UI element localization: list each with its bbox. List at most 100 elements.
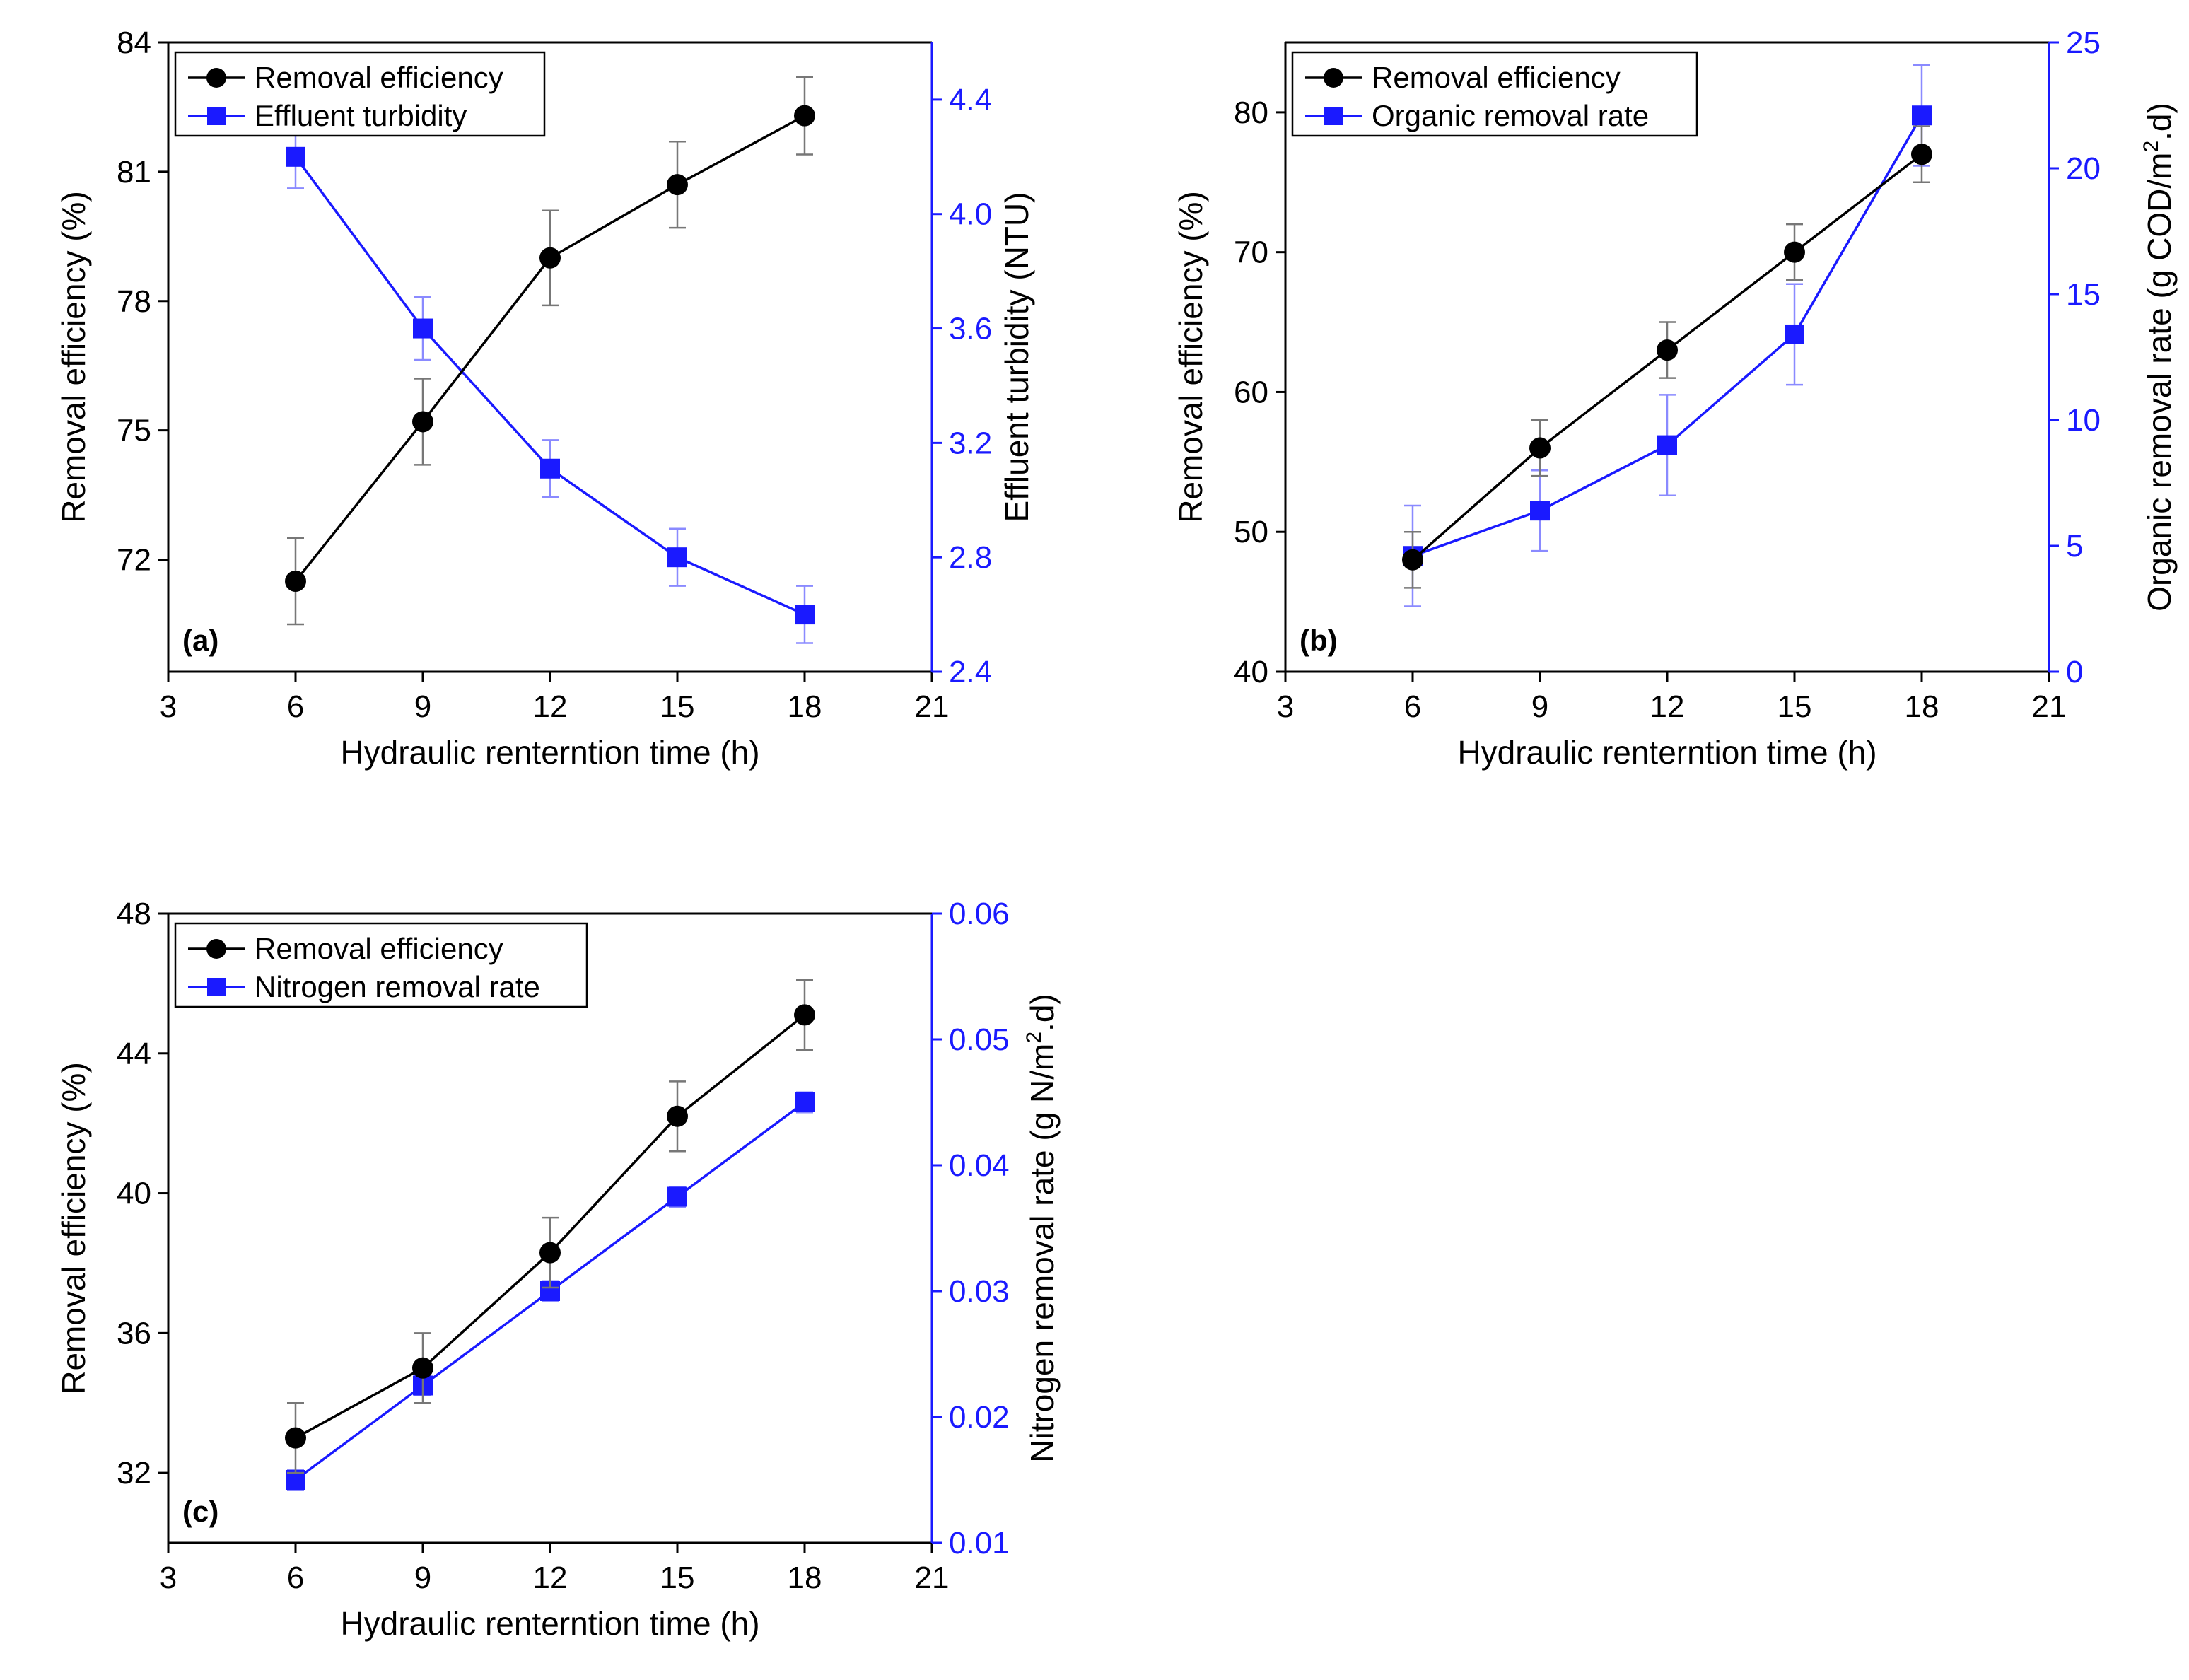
x-tick-label: 9 (1531, 689, 1548, 724)
x-axis-label: Hydraulic renterntion time (h) (340, 734, 759, 771)
x-tick-label: 12 (533, 1561, 568, 1595)
legend-label: Removal efficiency (1372, 61, 1621, 94)
y-right-tick-label: 5 (2066, 529, 2083, 564)
y-left-tick-label: 72 (117, 543, 151, 578)
data-point-circle (1657, 339, 1678, 361)
data-point-circle (794, 1004, 815, 1026)
y-left-tick-label: 60 (1234, 375, 1268, 409)
x-tick-label: 3 (1277, 689, 1294, 724)
data-point-circle (1529, 437, 1551, 459)
x-axis-label: Hydraulic renterntion time (h) (340, 1605, 759, 1642)
y-right-tick-label: 10 (2066, 403, 2101, 438)
data-point-circle (412, 1357, 433, 1379)
panel-label: (c) (182, 1495, 218, 1528)
x-tick-label: 9 (414, 1561, 431, 1595)
y-right-tick-label: 3.2 (949, 426, 992, 460)
y-left-tick-label: 75 (117, 414, 151, 448)
x-axis-label: Hydraulic renterntion time (h) (1457, 734, 1876, 771)
data-point-square (1912, 105, 1932, 126)
y-right-label-tail: .d) (1024, 993, 1061, 1032)
panel-label: (a) (182, 624, 218, 657)
x-tick-label: 6 (287, 689, 304, 724)
y-right-label-sup: 2 (1022, 1032, 1046, 1044)
y-left-tick-label: 40 (117, 1177, 151, 1211)
y-right-tick-label: 0.05 (949, 1022, 1010, 1057)
data-point-circle (539, 1242, 561, 1264)
data-point-circle (1911, 144, 1932, 165)
y-right-tick-label: 0 (2066, 655, 2083, 689)
x-tick-label: 9 (414, 689, 431, 724)
data-point-circle (285, 570, 306, 592)
y-right-axis-label: Nitrogen removal rate (g N/m2.d) (1022, 993, 1061, 1462)
data-point-square (795, 605, 815, 625)
y-left-tick-label: 81 (117, 155, 151, 189)
y-left-tick-label: 44 (117, 1037, 151, 1071)
panel-c: 3 6 9 12 15 18 2132364044480.010.020.030.040.0… (55, 897, 1061, 1642)
data-point-circle (1784, 241, 1805, 263)
legend-box (174, 922, 588, 1008)
x-tick-label: 15 (660, 1561, 695, 1595)
y-left-tick-label: 50 (1234, 515, 1268, 549)
data-point-square (413, 318, 433, 339)
data-point-circle (667, 174, 688, 196)
y-right-label-tail: .d) (2141, 103, 2178, 141)
x-tick-label: 18 (1905, 689, 1939, 724)
y-right-tick-label: 0.03 (949, 1274, 1010, 1309)
y-left-tick-label: 32 (117, 1456, 151, 1491)
y-right-tick-label: 20 (2066, 151, 2101, 186)
data-point-square (667, 1186, 687, 1207)
data-point-square (1785, 324, 1804, 344)
y-right-tick-label: 2.8 (949, 540, 992, 575)
y-right-tick-label: 4.0 (949, 197, 992, 232)
y-left-axis-label: Removal efficiency (%) (55, 191, 92, 523)
x-tick-label: 12 (1650, 689, 1685, 724)
data-point-square (540, 458, 560, 479)
y-right-tick-label: 25 (2066, 25, 2101, 60)
y-left-tick-label: 36 (117, 1316, 151, 1351)
data-point-circle (539, 247, 561, 269)
y-right-tick-label: 3.6 (949, 312, 992, 346)
x-tick-label: 3 (160, 1561, 177, 1595)
legend-box (1291, 51, 1698, 137)
y-right-tick-label: 0.02 (949, 1400, 1010, 1435)
data-point-square (667, 547, 687, 568)
legend-label: Effluent turbidity (255, 99, 467, 132)
x-tick-label: 6 (1404, 689, 1421, 724)
y-right-tick-label: 2.4 (949, 655, 992, 689)
data-point-circle (667, 1105, 688, 1127)
y-left-tick-label: 70 (1234, 235, 1268, 270)
legend-marker-circle (1324, 68, 1343, 88)
series-line-removal-efficiency (294, 115, 805, 583)
y-right-axis-label: Effluent turbidity (NTU) (998, 192, 1035, 523)
legend-marker-circle (206, 68, 226, 88)
y-right-tick-label: 0.01 (949, 1526, 1010, 1561)
y-left-axis-label: Removal efficiency (%) (1172, 191, 1209, 523)
legend-marker-square (207, 107, 226, 125)
y-right-tick-label: 0.04 (949, 1148, 1010, 1183)
panel-b: 3 6 9 12 15 18 21 40 50 60 70 80 0 5 10 15 20 25 Hydraulic… (1172, 25, 2178, 771)
data-point-square (286, 146, 305, 167)
y-right-label-text: Nitrogen removal rate (g N/m (1024, 1044, 1061, 1463)
panel-a: 3 6 9 12 15 18 21 72 75 78 81 84 2.4 2.8 3.2 3.6 4.0 4.4 H… (55, 25, 1035, 771)
x-tick-label: 18 (788, 689, 822, 724)
y-right-tick-label: 4.4 (949, 83, 992, 117)
data-point-square (1657, 435, 1677, 455)
y-right-label-text: Organic removal rate (g COD/m (2141, 153, 2178, 612)
x-tick-label: 3 (160, 689, 177, 724)
y-right-label-sup: 2 (2140, 141, 2163, 153)
data-point-circle (285, 1427, 306, 1449)
x-tick-label: 15 (1778, 689, 1812, 724)
y-right-tick-label: 0.06 (949, 897, 1010, 931)
legend-marker-circle (206, 939, 226, 959)
x-tick-label: 15 (660, 689, 695, 724)
y-left-tick-label: 48 (117, 897, 151, 931)
legend-label: Removal efficiency (255, 61, 503, 94)
y-left-tick-label: 80 (1234, 95, 1268, 130)
y-right-label-text: Effluent turbidity (NTU) (998, 192, 1035, 523)
y-right-tick-label: 15 (2066, 277, 2101, 312)
data-point-circle (412, 411, 433, 433)
y-right-axis-label: Organic removal rate (g COD/m2.d) (2140, 103, 2178, 612)
legend-marker-square (207, 978, 226, 996)
y-left-tick-label: 78 (117, 284, 151, 319)
x-tick-label: 18 (788, 1561, 822, 1595)
